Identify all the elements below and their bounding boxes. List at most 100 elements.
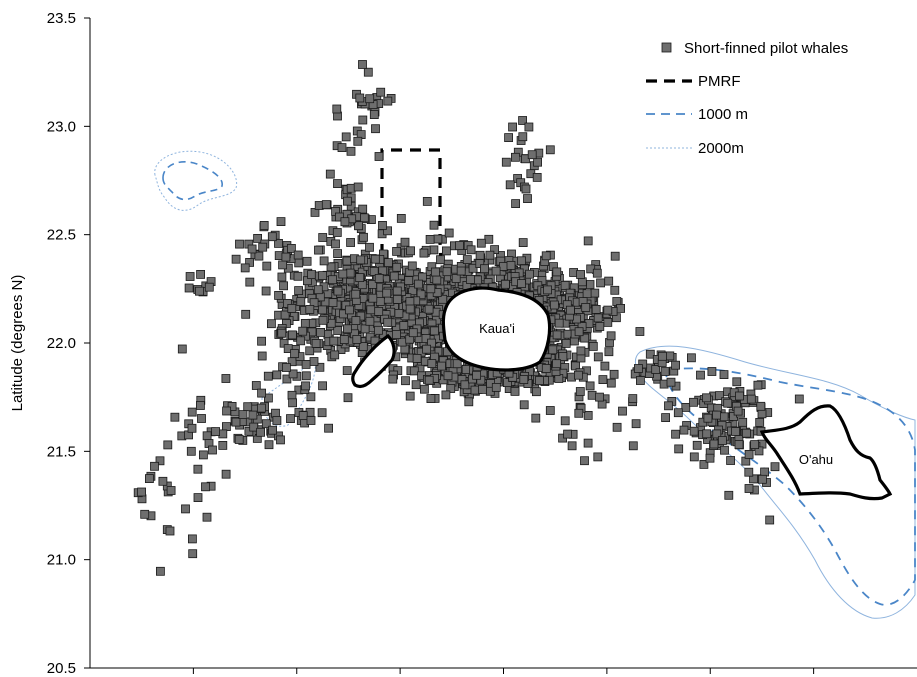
sighting-point [337, 143, 347, 153]
sighting-point [738, 417, 748, 427]
sighting-point [278, 260, 288, 270]
sighting-point [583, 438, 593, 448]
island-label-kauai: Kaua'i [479, 321, 515, 336]
sighting-point [545, 406, 555, 415]
legend-label-2000m: 2000m [698, 140, 744, 157]
sighting-point [253, 233, 263, 243]
sighting-point [286, 414, 295, 424]
sighting-point [405, 304, 415, 314]
sighting-point [365, 94, 375, 104]
sighting-point [158, 476, 168, 486]
y-tick-label: 23.5 [47, 10, 76, 27]
sighting-point [279, 281, 289, 291]
sighting-point [235, 239, 244, 249]
sighting-point [331, 239, 340, 249]
sighting-point [383, 258, 393, 268]
sighting-point [318, 381, 328, 391]
sighting-point [671, 360, 680, 370]
sighting-point [674, 444, 684, 454]
sighting-point [588, 341, 598, 351]
sighting-point [274, 290, 284, 300]
sighting-point [430, 326, 439, 336]
sighting-point [712, 429, 722, 439]
sighting-point [673, 408, 683, 418]
sighting-point [204, 282, 214, 292]
sighting-point [306, 392, 316, 402]
sighting-point [427, 359, 437, 369]
y-tick-label: 21.0 [47, 552, 76, 569]
sighting-point [221, 422, 231, 432]
sighting-point [744, 449, 754, 459]
sighting-point [396, 213, 406, 223]
sighting-point [472, 370, 482, 380]
sighting-point [535, 376, 544, 386]
sighting-point [368, 293, 378, 303]
sighting-point [561, 338, 571, 348]
contour-2000m-niihau-north [154, 150, 238, 211]
sighting-point [333, 249, 343, 259]
sighting-point [358, 342, 368, 352]
sighting-point [376, 87, 386, 97]
sighting-point [517, 279, 526, 289]
legend: Short-finned pilot whales PMRF 1000 m 20… [646, 40, 848, 157]
sighting-point [318, 305, 327, 315]
sighting-point [406, 246, 416, 256]
sighting-point [202, 431, 212, 441]
sighting-point [314, 245, 323, 255]
sighting-point [689, 452, 699, 462]
sighting-point [170, 412, 180, 422]
sighting-point [411, 380, 421, 390]
sighting-point [238, 410, 248, 420]
sighting-point [574, 327, 584, 337]
sighting-point [321, 200, 331, 210]
sighting-point [309, 357, 319, 366]
sighting-point [433, 234, 443, 244]
sighting-point [263, 371, 273, 381]
sighting-point [531, 413, 541, 423]
sighting-point [287, 303, 297, 313]
sighting-point [628, 394, 638, 404]
sighting-point [358, 60, 367, 69]
sighting-point [681, 402, 691, 412]
sighting-point [257, 388, 267, 398]
sighting-point [661, 413, 670, 423]
sighting-point [298, 411, 308, 421]
sighting-point [719, 370, 729, 380]
sighting-point [187, 407, 197, 417]
sighting-point [356, 255, 366, 265]
sighting-point [311, 338, 321, 348]
sighting-point [355, 273, 365, 283]
sighting-point [301, 381, 310, 391]
sighting-point [468, 263, 478, 273]
sighting-point [287, 390, 297, 400]
sighting-point [144, 474, 154, 484]
sighting-point [342, 324, 352, 334]
sighting-point [532, 172, 542, 182]
sighting-point [735, 391, 744, 401]
sighting-point [264, 440, 274, 450]
sighting-point [715, 391, 724, 401]
sighting-point [343, 393, 353, 403]
sighting-point [280, 310, 290, 320]
sighting-point [442, 267, 452, 277]
sighting-point [600, 361, 610, 371]
sighting-point [603, 305, 613, 315]
sighting-point [399, 321, 409, 331]
sighting-point [262, 261, 272, 271]
sighting-point [744, 484, 754, 493]
sighting-point [499, 262, 508, 271]
sighting-point [505, 180, 515, 190]
sighting-point [344, 305, 354, 315]
sighting-point [794, 394, 804, 404]
sighting-point [243, 402, 253, 412]
sighting-point [358, 115, 368, 125]
sighting-point [651, 365, 661, 374]
sighting-point [419, 248, 429, 258]
sighting-point [705, 453, 715, 463]
sighting-point [518, 116, 527, 125]
sighting-point [301, 371, 311, 381]
sighting-point [140, 509, 150, 519]
island-kauai [441, 286, 552, 372]
sighting-point [389, 271, 399, 281]
